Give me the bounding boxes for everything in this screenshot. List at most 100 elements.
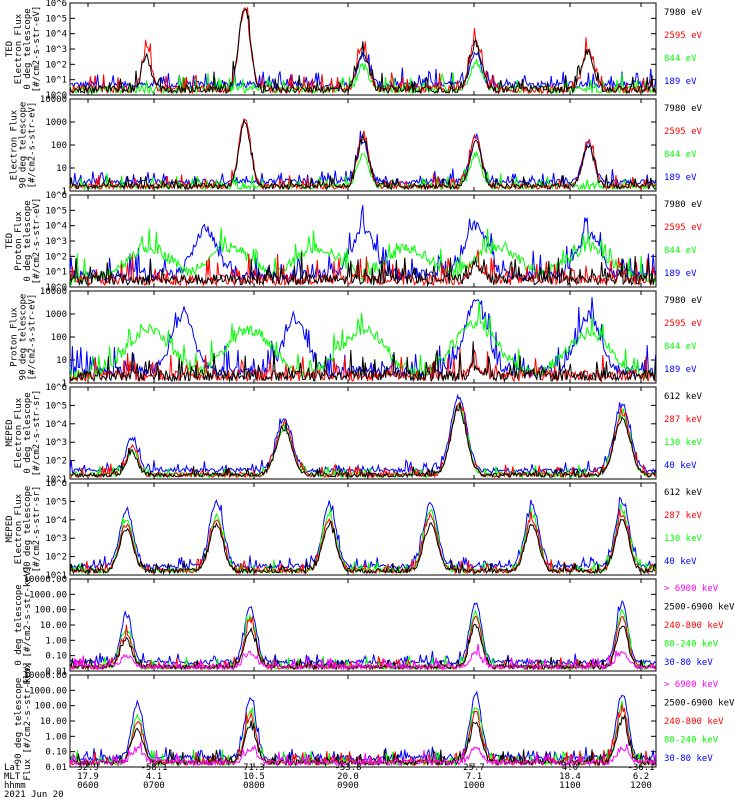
panel-1-ytick-label: 10^5 — [45, 14, 67, 24]
panel-4-ylabel: [#/cm2-s-str-eV] — [28, 294, 38, 381]
panel-2-series-4 — [69, 130, 657, 187]
panel-1-series-1 — [69, 9, 657, 95]
panel-7-ytick-label: 100.00 — [34, 606, 67, 616]
footer-lat-value: 71.3 — [243, 763, 265, 773]
panel-8-legend-5: 30-80 keV — [664, 754, 713, 764]
panel-8-ytick-label: 1000.00 — [29, 686, 67, 696]
panel-3-legend-1: 7980 eV — [664, 200, 703, 210]
panel-8-ytick-label: 0.01 — [45, 763, 67, 773]
panel-3-legend-2: 2595 eV — [664, 223, 703, 233]
panel-6-legend-4: 40 keV — [664, 557, 697, 567]
panel-7-legend-3: 240-800 keV — [664, 621, 724, 631]
panel-2-ytick-label: 1000 — [45, 118, 67, 128]
footer-lat-label: Lat — [4, 763, 20, 773]
panel-4-ytick-label: 100 — [51, 333, 67, 343]
panel-1-ylabel: Electron Flux — [14, 13, 24, 84]
footer-mlt-value: 4.1 — [146, 772, 162, 782]
panel-8-frame — [69, 674, 657, 768]
panel-4-ytick-label: 10000 — [40, 287, 67, 297]
panel-1-ytick-label: 10^4 — [45, 30, 67, 40]
footer-hhmm-value: 0900 — [337, 781, 359, 791]
panel-2-legend-2: 2595 eV — [664, 127, 703, 137]
panel-8-ylabel: 90 deg telescope — [14, 678, 24, 765]
panel-8-ytick-label: 0.10 — [45, 748, 67, 758]
panel-8-legend-3: 240-800 keV — [664, 717, 724, 727]
panel-7-legend-2: 2500-6900 keV — [664, 603, 735, 613]
panel-3-legend-3: 844 eV — [664, 246, 697, 256]
panel-5-legend-1: 612 keV — [664, 392, 703, 402]
panel-7-ytick-label: 0.10 — [45, 652, 67, 662]
panel-7-ylabel: Flux [#/cm2-s-str-keV] — [23, 565, 33, 684]
panel-4-ytick-label: 10 — [56, 356, 67, 366]
panel-8-series-3 — [69, 704, 656, 767]
panel-3-series-4 — [69, 205, 657, 282]
panel-8-legend-2: 2500-6900 keV — [664, 699, 735, 709]
panel-3-ytick-label: 10^6 — [45, 191, 67, 201]
footer-lat-value: 25.7 — [463, 763, 485, 773]
panel-7-ytick-label: 10.00 — [40, 621, 67, 631]
panel-6-legend-1: 612 keV — [664, 488, 703, 498]
panel-3-ytick-label: 10^2 — [45, 252, 67, 262]
panel-7-ytick-label: 1000.00 — [29, 590, 67, 600]
panel-3-ytick-label: 10^5 — [45, 206, 67, 216]
panel-5-ylabel: Electron Flux — [14, 397, 24, 468]
panel-1-ytick-label: 10^3 — [45, 45, 67, 55]
panel-2-ylabel: 90 deg telescope — [19, 102, 29, 189]
panel-3-ylabel: 0 deg telescope — [23, 200, 33, 281]
panel-6-ylabel: MEPED — [5, 515, 15, 542]
panel-4-ytick-label: 1 — [62, 379, 67, 389]
panel-5-ylabel: [#/cm2-s-str-sr] — [32, 390, 42, 477]
panel-8-legend-1: > 6900 keV — [664, 680, 719, 690]
panel-5-ylabel: 0 deg telescope — [23, 392, 33, 473]
footer-hhmm-value: 1200 — [630, 781, 652, 791]
panel-1-ylabel: [#/cm2-s-str-eV] — [32, 6, 42, 93]
panel-1-legend-3: 844 eV — [664, 54, 697, 64]
panel-7-series-1 — [69, 643, 656, 671]
panel-5-ytick-label: 10^3 — [45, 438, 67, 448]
panel-1-ytick-label: 10^0 — [45, 91, 67, 101]
footer-hhmm-value: 0600 — [77, 781, 99, 791]
panel-3-ytick-label: 10^3 — [45, 237, 67, 247]
panel-8-legend-4: 80-240 keV — [664, 736, 719, 746]
panel-5-ylabel: MEPED — [5, 419, 15, 446]
panel-2-ylabel: Electron Flux — [10, 109, 20, 180]
panel-4-legend-4: 189 eV — [664, 365, 697, 375]
panel-6-ytick-label: 10^4 — [45, 516, 67, 526]
panel-2-legend-4: 189 eV — [664, 173, 697, 183]
panel-6-ylabel: 90 deg telescope — [23, 486, 33, 573]
panel-1-legend-4: 189 eV — [664, 77, 697, 87]
footer-mlt-value: 18.4 — [559, 772, 581, 782]
panel-1-series-4 — [69, 50, 657, 91]
footer-mlt-value: 6.2 — [633, 772, 649, 782]
panel-6-ylabel: [#/cm2-s-str-sr] — [32, 486, 42, 573]
footer-hhmm-value: 1100 — [559, 781, 581, 791]
footer-hhmm-value: 1000 — [463, 781, 485, 791]
panel-2-ytick-label: 1 — [62, 187, 67, 197]
panel-1-ylabel: 0 deg telescope — [23, 8, 33, 89]
footer-hhmm-label: hhmm — [4, 781, 26, 791]
panel-4-legend-1: 7980 eV — [664, 296, 703, 306]
panel-3-ylabel: [#/cm2-s-str-eV] — [32, 198, 42, 285]
panel-4-legend-3: 844 eV — [664, 342, 697, 352]
panel-2-ylabel: [#/cm2-s-str-eV] — [28, 102, 38, 189]
panel-8-ytick-label: 1.00 — [45, 732, 67, 742]
panel-3-ylabel: Proton Flux — [14, 211, 24, 271]
panel-7-frame — [69, 578, 657, 672]
footer-mlt-value: 17.9 — [77, 772, 99, 782]
panel-7-ytick-label: 10000.00 — [24, 575, 67, 585]
panel-3-legend-4: 189 eV — [664, 269, 697, 279]
footer-date: 2021 Jun 20 — [4, 790, 64, 800]
footer-lat-value: 4.0 — [562, 763, 578, 773]
panel-2-legend-1: 7980 eV — [664, 104, 703, 114]
panel-5-series-1 — [69, 401, 657, 480]
panel-8-series-5 — [69, 690, 657, 763]
panel-3-ytick-label: 10^4 — [45, 222, 67, 232]
panel-7-series-5 — [69, 600, 656, 667]
panel-4-series-3 — [69, 300, 657, 382]
panel-6-series-4 — [69, 496, 656, 571]
panel-6-ytick-label: 10^1 — [45, 571, 67, 581]
panel-1-legend-1: 7980 eV — [664, 8, 703, 18]
panel-2-ytick-label: 10 — [56, 164, 67, 174]
panel-4-series-4 — [69, 297, 657, 379]
panel-5-ytick-label: 10^4 — [45, 420, 67, 430]
